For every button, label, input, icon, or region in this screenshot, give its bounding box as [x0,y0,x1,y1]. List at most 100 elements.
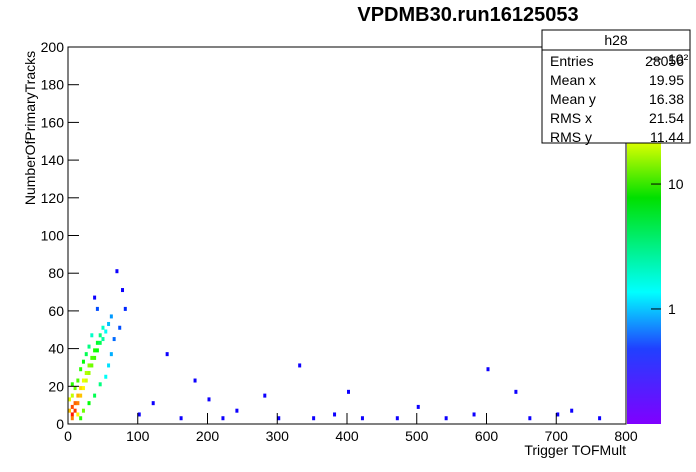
x-tick-label: 700 [545,428,569,444]
cell [81,386,85,391]
cell [98,333,102,338]
cell [416,404,420,409]
cell [68,397,71,402]
cell [87,401,91,406]
y-tick-label: 100 [41,228,65,244]
cell [79,393,83,398]
cell [93,393,97,398]
cell [333,412,337,417]
x-tick-label: 100 [126,428,150,444]
cell [235,408,239,413]
cell [109,314,113,319]
cell [79,416,83,421]
stats-value: 16.38 [649,91,684,107]
cell [70,393,74,398]
x-tick-label: 500 [405,428,429,444]
cell [87,363,91,368]
cell [107,321,111,326]
cell [221,416,225,421]
cell [76,378,80,383]
z-tick-label: 10 [668,176,684,192]
stats-key: RMS y [550,129,592,145]
cell [70,404,74,409]
y-tick-label: 180 [41,77,65,93]
cell [98,340,102,345]
cell [104,374,108,379]
cell [90,363,94,368]
cell [118,325,122,330]
x-tick-label: 300 [266,428,290,444]
stats-key: Mean x [550,72,596,88]
y-tick-label: 120 [41,190,65,206]
cell [109,352,113,357]
y-tick-label: 200 [41,39,65,55]
z-tick-label: 1 [668,301,676,317]
cell [347,389,350,394]
cell [312,416,316,421]
stats-box: h28 Entries 28056 Mean x 19.95 Mean y 16.38 RMS… [541,29,691,145]
x-tick-label: 600 [475,428,499,444]
cell [76,393,80,398]
cell [277,416,281,421]
cell [70,382,74,387]
cell [84,370,88,375]
stats-value: 11.44 [650,129,684,145]
cell [104,329,108,334]
cell [70,412,74,417]
cell [93,355,97,360]
cell [73,408,77,413]
y-tick-label: 140 [41,152,65,168]
cell [598,416,602,421]
cell [84,378,88,383]
stats-value: 21.54 [649,110,684,126]
cell [93,295,97,300]
cell [68,408,71,413]
cell [73,386,77,391]
cell [193,378,197,383]
z-tick-label: 10² [668,51,689,67]
stats-key: Mean y [550,91,596,107]
cell [121,288,125,293]
cell [207,397,211,402]
cell [395,416,399,421]
stats-value: 28056 [645,53,684,69]
y-tick-label: 160 [41,114,65,130]
cell [98,382,102,387]
cell [79,386,83,391]
cell [73,401,77,406]
cell [115,269,119,274]
y-tick-label: 80 [48,265,64,281]
y-tick-label: 60 [48,303,64,319]
cell [81,408,85,413]
stats-key: Entries [550,53,594,69]
cell [112,337,116,342]
y-tick-label: 40 [48,341,64,357]
cell [151,401,155,406]
cell [101,325,105,330]
x-tick-label: 0 [64,428,72,444]
cell [528,416,532,421]
cell [444,416,448,421]
cell [263,393,267,398]
cell [93,348,97,353]
x-axis-title: Trigger TOFMult [524,442,626,458]
stats-title: h28 [604,32,628,48]
cell [76,412,80,417]
y-tick-label: 20 [48,378,64,394]
cell [95,348,99,353]
cell [87,370,91,375]
stats-frame [541,29,691,144]
cell [486,367,490,372]
cell [81,359,85,364]
cell [90,333,94,338]
cell [87,344,91,349]
cell [298,363,302,368]
cell [84,352,88,357]
cell [570,408,574,413]
cell [165,352,169,357]
x-tick-label: 400 [335,428,359,444]
cell [95,340,99,345]
stats-key: RMS x [550,110,592,126]
cell [360,416,364,421]
